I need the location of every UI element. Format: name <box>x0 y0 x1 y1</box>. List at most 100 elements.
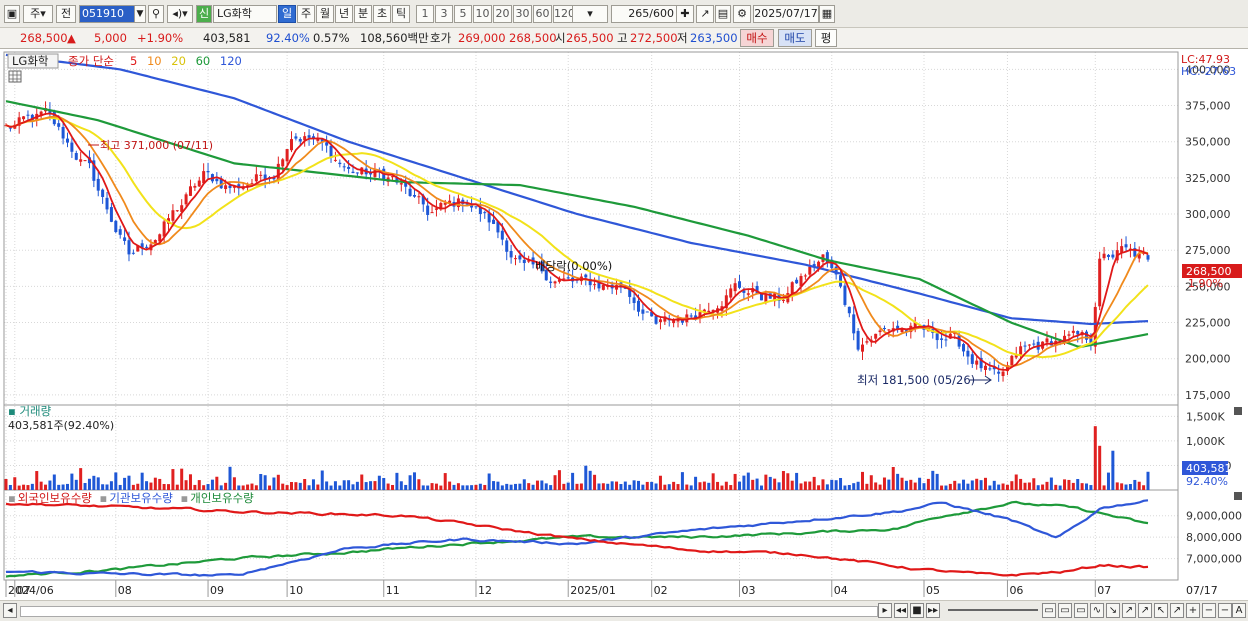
zoom-icon[interactable]: ✚ <box>676 5 694 23</box>
holdings-tick: 7,000,000 <box>1186 553 1242 566</box>
interval-6[interactable]: 60 <box>533 5 552 23</box>
candle-body <box>1001 371 1005 377</box>
candle-body <box>1045 338 1049 343</box>
tool-icon-5[interactable]: ↘ <box>1106 603 1120 618</box>
avg-button[interactable]: 평 <box>815 29 837 47</box>
interval-0[interactable]: 1 <box>416 5 434 23</box>
candle-body <box>140 243 144 248</box>
volume-bar <box>593 474 597 490</box>
candle-body <box>852 314 856 334</box>
forward-icon[interactable]: ▸▸ <box>926 603 940 618</box>
candle-body <box>79 159 83 162</box>
volume-bar <box>259 473 263 490</box>
tool-icon-8[interactable]: ↖ <box>1154 603 1168 618</box>
volume-bar <box>773 478 777 490</box>
count-field[interactable]: 265/600 <box>611 5 677 23</box>
reset-icon[interactable]: − <box>1218 603 1232 618</box>
holdings-close-icon[interactable] <box>1234 492 1242 500</box>
volume-close-icon[interactable] <box>1234 407 1242 415</box>
scroll-right-icon[interactable]: ▸ <box>878 603 892 618</box>
low-annotation: 최저 181,500 (05/26) <box>857 373 975 387</box>
candle-body <box>729 288 733 298</box>
volume-bar <box>167 484 171 490</box>
interval-5[interactable]: 30 <box>513 5 532 23</box>
low-annotation-arrowhead <box>984 375 992 385</box>
tool-icon-2[interactable]: ▭ <box>1058 603 1072 618</box>
new-badge[interactable]: 신 <box>196 5 212 23</box>
period-0[interactable]: 일 <box>278 5 296 23</box>
stop-icon[interactable]: ■ <box>910 603 924 618</box>
candle-body <box>294 136 298 139</box>
candle-body <box>645 311 649 313</box>
window-icon[interactable]: ▣ <box>4 5 20 23</box>
stock-chart[interactable]: 400,000 375,000 350,000 325,000 300,000 275,0… <box>0 51 1248 600</box>
interval-dropdown[interactable]: ▾ <box>572 5 608 23</box>
volume-bar <box>979 480 983 490</box>
interval-7[interactable]: 120 <box>553 5 575 23</box>
candle-body <box>940 338 944 340</box>
scroll-track[interactable] <box>20 606 878 617</box>
table-icon[interactable] <box>8 70 22 83</box>
save-icon[interactable]: ▤ <box>715 5 731 23</box>
volume-bar <box>619 484 623 490</box>
calendar-icon[interactable]: ▦ <box>819 5 835 23</box>
rewind-icon[interactable]: ◂◂ <box>894 603 908 618</box>
candle-body <box>57 123 61 127</box>
candle-body <box>1085 331 1089 340</box>
candle-body <box>39 111 43 115</box>
tool-icon-7[interactable]: ↗ <box>1138 603 1152 618</box>
type-select[interactable]: 주▾ <box>23 5 53 23</box>
period-3[interactable]: 년 <box>335 5 353 23</box>
draw-icon[interactable]: ↗ <box>696 5 714 23</box>
market-select[interactable]: 전 <box>56 5 76 23</box>
date-field[interactable]: 2025/07/17 <box>753 5 819 23</box>
volume-bar <box>940 485 944 490</box>
gear-icon[interactable]: ⚙ <box>733 5 751 23</box>
stock-name[interactable]: LG화학 <box>213 5 277 23</box>
candle-body <box>228 185 232 189</box>
tool-icon-1[interactable]: ▭ <box>1042 603 1056 618</box>
tool-icon-4[interactable]: ∿ <box>1090 603 1104 618</box>
font-size-icon[interactable]: A <box>1232 603 1246 618</box>
zoom-out-icon[interactable]: − <box>1202 603 1216 618</box>
sound-icon[interactable]: ◂)▾ <box>167 5 193 23</box>
period-6[interactable]: 틱 <box>392 5 410 23</box>
volume-bar <box>1032 478 1036 490</box>
candle-body <box>799 276 803 287</box>
tool-icon-6[interactable]: ↗ <box>1122 603 1136 618</box>
period-2[interactable]: 월 <box>316 5 334 23</box>
tool-icon-9[interactable]: ↗ <box>1170 603 1184 618</box>
volume-bar <box>535 480 539 490</box>
buy-button[interactable]: 매수 <box>740 29 774 47</box>
interval-1[interactable]: 3 <box>435 5 453 23</box>
period-1[interactable]: 주 <box>297 5 315 23</box>
volume-bar <box>1041 484 1045 490</box>
zoom-slider[interactable] <box>948 609 1038 611</box>
zoom-in-icon[interactable]: + <box>1186 603 1200 618</box>
volume-bar <box>197 480 201 490</box>
volume-bar <box>601 483 605 490</box>
volume-bar <box>421 485 425 490</box>
tool-icon-3[interactable]: ▭ <box>1074 603 1088 618</box>
volume-bar <box>237 485 241 490</box>
period-4[interactable]: 분 <box>354 5 372 23</box>
candle-body <box>808 266 812 275</box>
candle-body <box>658 319 662 323</box>
volume-bar <box>478 483 482 490</box>
candle-body <box>817 261 821 268</box>
legend-price-label: 종가 단순 <box>68 54 114 68</box>
scroll-left-icon[interactable]: ◂ <box>3 603 17 618</box>
volume-bar <box>777 482 781 490</box>
interval-2[interactable]: 5 <box>454 5 472 23</box>
volume-bar <box>320 470 324 490</box>
sell-button[interactable]: 매도 <box>778 29 812 47</box>
volume-bar <box>707 482 711 490</box>
code-input[interactable]: 051910 <box>79 5 137 23</box>
interval-4[interactable]: 20 <box>493 5 512 23</box>
search-icon[interactable]: ⚲ <box>148 5 164 23</box>
period-5[interactable]: 초 <box>373 5 391 23</box>
candle-body <box>913 322 917 328</box>
interval-3[interactable]: 10 <box>473 5 492 23</box>
code-dropdown-icon[interactable]: ▼ <box>134 5 146 23</box>
